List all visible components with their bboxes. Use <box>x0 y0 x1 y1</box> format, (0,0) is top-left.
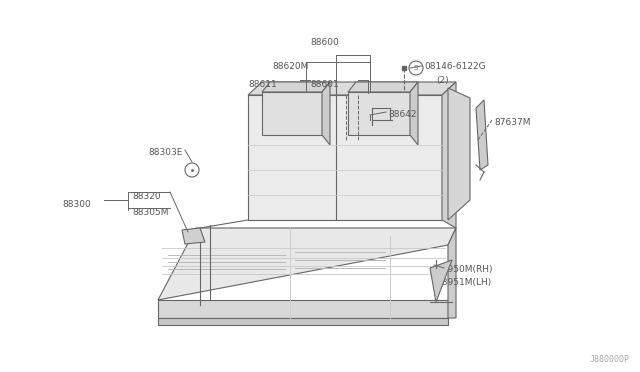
Polygon shape <box>158 318 448 325</box>
Polygon shape <box>158 300 448 318</box>
Text: 88951M(LH): 88951M(LH) <box>436 278 492 287</box>
Polygon shape <box>476 100 488 170</box>
Polygon shape <box>262 82 330 92</box>
Polygon shape <box>158 228 456 300</box>
Text: 08146-6122G: 08146-6122G <box>424 62 486 71</box>
Text: 88300: 88300 <box>62 200 91 209</box>
Polygon shape <box>442 82 456 228</box>
Text: S: S <box>414 65 418 71</box>
Text: 88642: 88642 <box>388 110 417 119</box>
Text: 88305M: 88305M <box>132 208 168 217</box>
Polygon shape <box>322 82 330 145</box>
Text: 88950M(RH): 88950M(RH) <box>436 265 493 274</box>
Polygon shape <box>262 92 322 135</box>
Text: 88600: 88600 <box>310 38 339 47</box>
Polygon shape <box>430 260 452 302</box>
Polygon shape <box>410 82 418 145</box>
Text: 88611: 88611 <box>248 80 276 89</box>
Polygon shape <box>448 88 470 220</box>
Text: (2): (2) <box>436 76 449 85</box>
Polygon shape <box>248 95 442 220</box>
Text: 88320: 88320 <box>132 192 161 201</box>
Polygon shape <box>248 82 456 95</box>
Polygon shape <box>448 228 456 318</box>
Polygon shape <box>348 92 410 135</box>
Text: 88601: 88601 <box>310 80 339 89</box>
Text: 88620M: 88620M <box>272 62 308 71</box>
Text: J880000P: J880000P <box>590 355 630 364</box>
Text: 88303E: 88303E <box>148 148 182 157</box>
Polygon shape <box>348 82 418 92</box>
Text: 87637M: 87637M <box>494 118 531 127</box>
Polygon shape <box>182 228 205 244</box>
